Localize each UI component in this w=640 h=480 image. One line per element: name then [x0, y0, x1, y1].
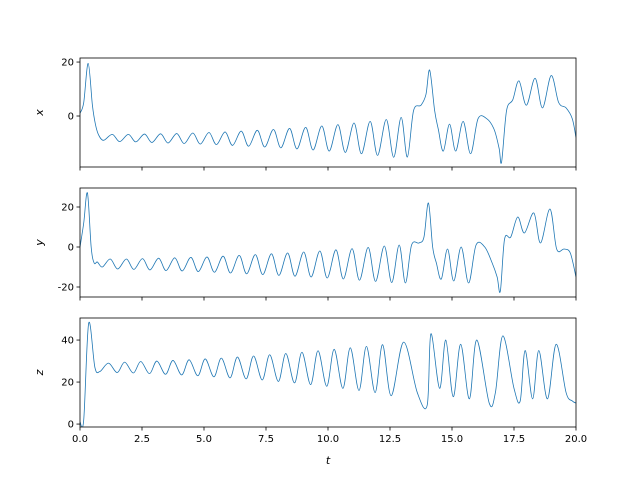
y-tick-label: 40	[61, 336, 74, 347]
x-tick-label: 5.0	[196, 434, 212, 445]
x-tick-label: 2.5	[134, 434, 150, 445]
data-line	[80, 192, 576, 293]
x-tick-label: 0.0	[72, 434, 88, 445]
plot-area	[80, 62, 576, 164]
axes-frame	[79, 317, 577, 428]
data-line	[80, 62, 576, 164]
y-tick-label: 20	[61, 58, 74, 69]
plot-area	[80, 192, 576, 293]
data-line	[80, 321, 576, 427]
axes-frame	[79, 57, 577, 168]
x-tick-label: 20.0	[565, 434, 587, 445]
plot-area	[80, 321, 576, 427]
x-tick-label: 17.5	[503, 434, 525, 445]
y-tick-label: 0	[68, 243, 74, 254]
y-axis-label: x	[33, 109, 46, 117]
y-tick-label: -20	[58, 283, 74, 294]
y-tick-label: 20	[61, 203, 74, 214]
x-tick-label: 15.0	[441, 434, 463, 445]
y-tick-label: 0	[68, 112, 74, 123]
x-tick-label: 7.5	[258, 434, 274, 445]
x-tick-label: 12.5	[379, 434, 401, 445]
y-axis-label: z	[33, 369, 46, 376]
y-tick-label: 0	[68, 420, 74, 431]
y-tick-label: 20	[61, 378, 74, 389]
x-tick-label: 10.0	[317, 434, 339, 445]
x-axis-label: t	[326, 454, 331, 467]
y-axis-label: y	[33, 239, 46, 247]
